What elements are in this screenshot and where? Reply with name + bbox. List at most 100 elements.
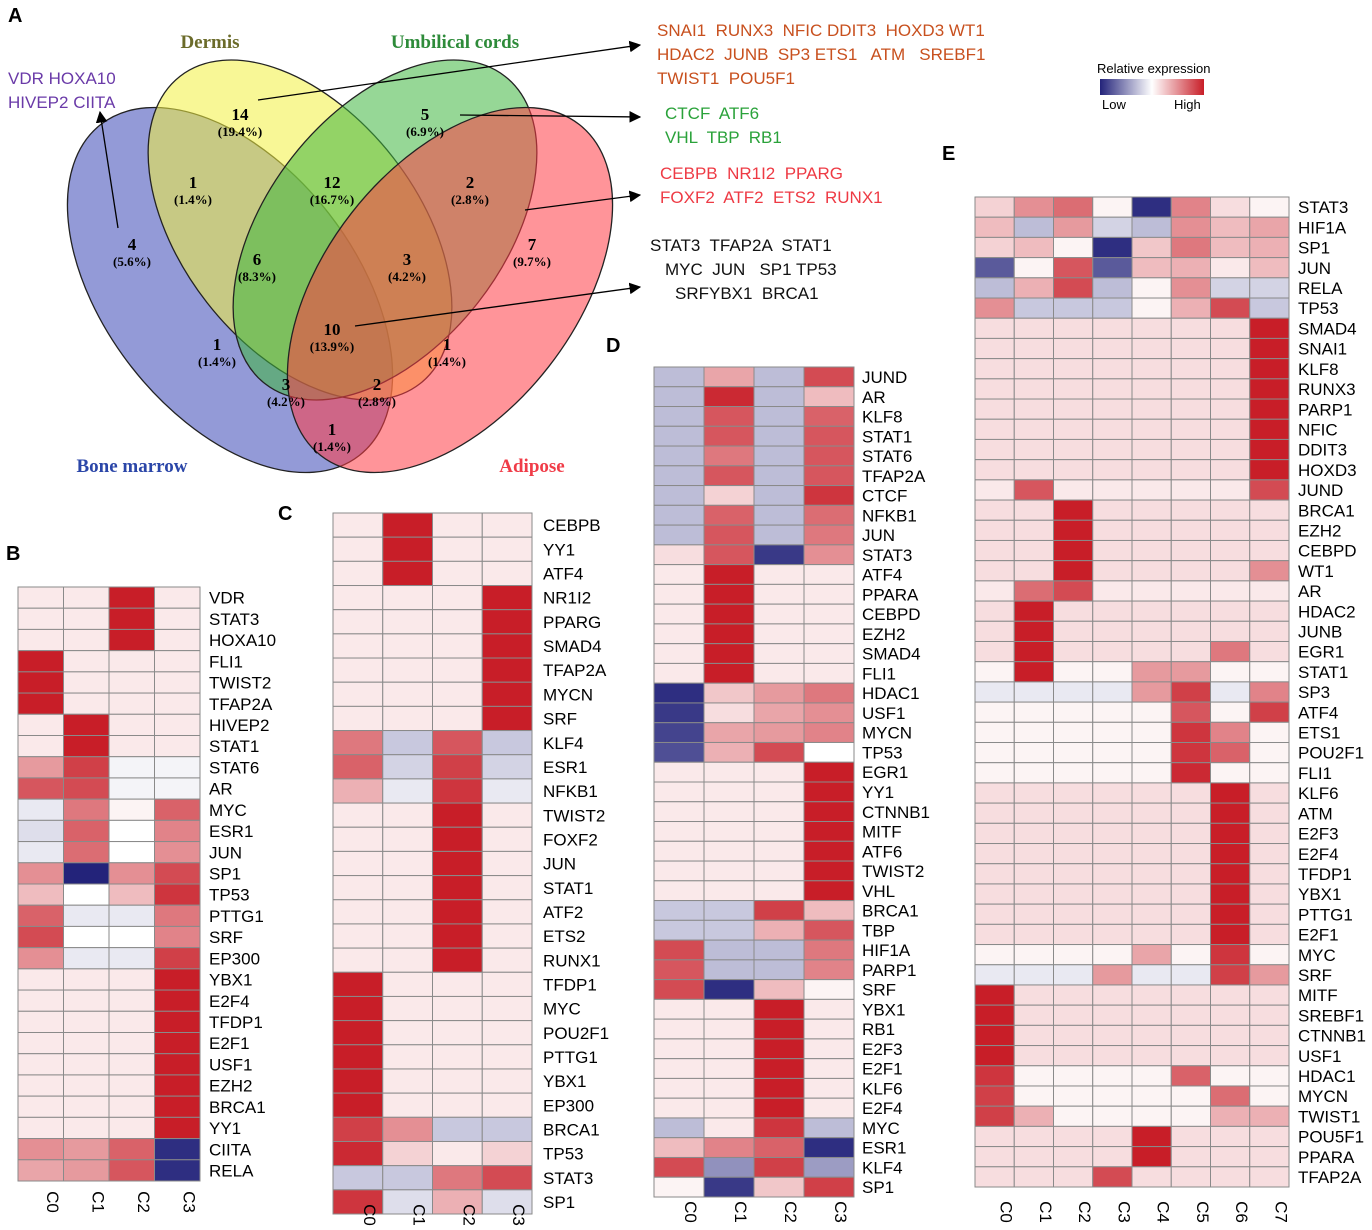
heatmap-cell (753, 722, 805, 743)
heatmap-cell (1249, 1146, 1290, 1168)
heatmap-cell (653, 564, 705, 585)
heatmap-cell (332, 705, 384, 732)
heatmap-cell (432, 850, 483, 877)
heatmap-cell (1210, 944, 1251, 966)
heatmap-cell (974, 661, 1015, 683)
heatmap-cell (17, 968, 64, 991)
heatmap-cell (1013, 459, 1054, 481)
heatmap-cell (753, 880, 805, 902)
heatmap-cell (803, 880, 855, 902)
heatmap-row-label: KLF6 (862, 1079, 903, 1098)
heatmap-cell (753, 425, 805, 447)
heatmap-cell (1053, 580, 1094, 602)
heatmap-cell (154, 735, 201, 758)
heatmap-row-label: CTNNB1 (1298, 1027, 1366, 1046)
heatmap-cell (703, 1117, 755, 1139)
heatmap-cell (1249, 1125, 1290, 1148)
heatmap-cell (1013, 1024, 1054, 1047)
heatmap-cell (1092, 378, 1133, 400)
heatmap-cell (432, 536, 483, 562)
heatmap-cell (1170, 883, 1211, 905)
heatmap-cell (974, 681, 1015, 703)
heatmap-cell (17, 777, 64, 800)
heatmap-cell (1170, 600, 1211, 622)
heatmap-cell (653, 761, 705, 783)
heatmap-cell (1170, 903, 1211, 925)
arrow-bone-marrow (95, 110, 119, 229)
heatmap-cell (382, 536, 433, 562)
heatmap-cell (1131, 358, 1172, 380)
venn-region-count: 5 (421, 105, 430, 124)
heatmap-cell (803, 801, 855, 823)
heatmap-cell (432, 947, 483, 973)
heatmap-cell (1092, 600, 1133, 622)
heatmap-cell (1210, 418, 1251, 440)
heatmap-cell (753, 366, 805, 388)
heatmap-cell (653, 1176, 705, 1198)
heatmap-cell (1249, 277, 1290, 299)
heatmap-cell (382, 730, 433, 756)
heatmap-column-label: C0 (360, 1204, 379, 1226)
venn-region-count: 3 (282, 375, 291, 394)
heatmap-cell (753, 1176, 805, 1198)
heatmap-cell (1092, 964, 1133, 986)
heatmap-cell (653, 900, 705, 921)
venn-region-count: 14 (232, 105, 250, 124)
heatmap-row-label: MYCN (862, 724, 912, 743)
venn-region-count: 12 (324, 173, 341, 192)
heatmap-row-label: STAT6 (862, 447, 912, 466)
heatmap-cell (481, 560, 533, 587)
heatmap-cell (17, 713, 64, 736)
heatmap-cell (108, 1159, 155, 1182)
heatmap-cell (703, 1137, 755, 1158)
heatmap-cell (1170, 843, 1211, 865)
heatmap-cell (703, 781, 755, 803)
heatmap-cell (1053, 1146, 1094, 1168)
heatmap-cell (1092, 883, 1133, 905)
heatmap-cell (1210, 1085, 1251, 1107)
heatmap-cell (753, 1018, 805, 1040)
heatmap-cell (1131, 701, 1172, 723)
heatmap-cell (1013, 519, 1054, 541)
heatmap-cell (974, 418, 1015, 440)
heatmap-cell (974, 499, 1015, 521)
heatmap-cell (1249, 944, 1290, 966)
heatmap-column-label: C0 (43, 1191, 62, 1213)
heatmap-cell (481, 1165, 533, 1191)
heatmap-row-label: KLF8 (1298, 360, 1339, 379)
heatmap-cell (63, 819, 110, 843)
heatmap-row-label: KLF6 (1298, 784, 1339, 803)
heatmap-cell (17, 819, 64, 843)
heatmap-cell (1092, 499, 1133, 521)
heatmap-cell (1210, 277, 1251, 299)
heatmap-cell (1131, 863, 1172, 885)
heatmap-cell (332, 1092, 384, 1118)
panel-label-c: C (278, 503, 292, 525)
heatmap-cell (1131, 782, 1172, 804)
venn-region-pct: (19.4%) (218, 124, 262, 139)
heatmap-cell (1249, 661, 1290, 683)
heatmap-column-label: C2 (1075, 1201, 1094, 1223)
heatmap-row-label: AR (1298, 582, 1322, 601)
heatmap-cell (1210, 216, 1251, 238)
heatmap-cell (1170, 459, 1211, 481)
heatmap-cell (703, 366, 755, 388)
heatmap-cell (1131, 903, 1172, 925)
heatmap-cell (753, 761, 805, 783)
venn-region-pct: (2.8%) (358, 394, 396, 409)
heatmap-cell (432, 923, 483, 949)
heatmap-cell (108, 650, 155, 673)
heatmap-cell (1170, 580, 1211, 602)
legend-low: Low (1102, 97, 1126, 112)
heatmap-row-label: ATM (1298, 804, 1333, 823)
heatmap-cell (154, 713, 201, 736)
heatmap-cell (1013, 944, 1054, 966)
heatmap-panel-d: JUNDARKLF8STAT1STAT6TFAP2ACTCFNFKB1JUNST… (653, 366, 930, 1223)
heatmap-cell (974, 762, 1015, 784)
heatmap-cell (1131, 923, 1172, 946)
heatmap-row-label: EZH2 (862, 625, 905, 644)
heatmap-cell (1092, 681, 1133, 703)
heatmap-row-label: ATF6 (862, 842, 902, 861)
heatmap-cell (653, 919, 705, 941)
heatmap-cell (1210, 1146, 1251, 1168)
